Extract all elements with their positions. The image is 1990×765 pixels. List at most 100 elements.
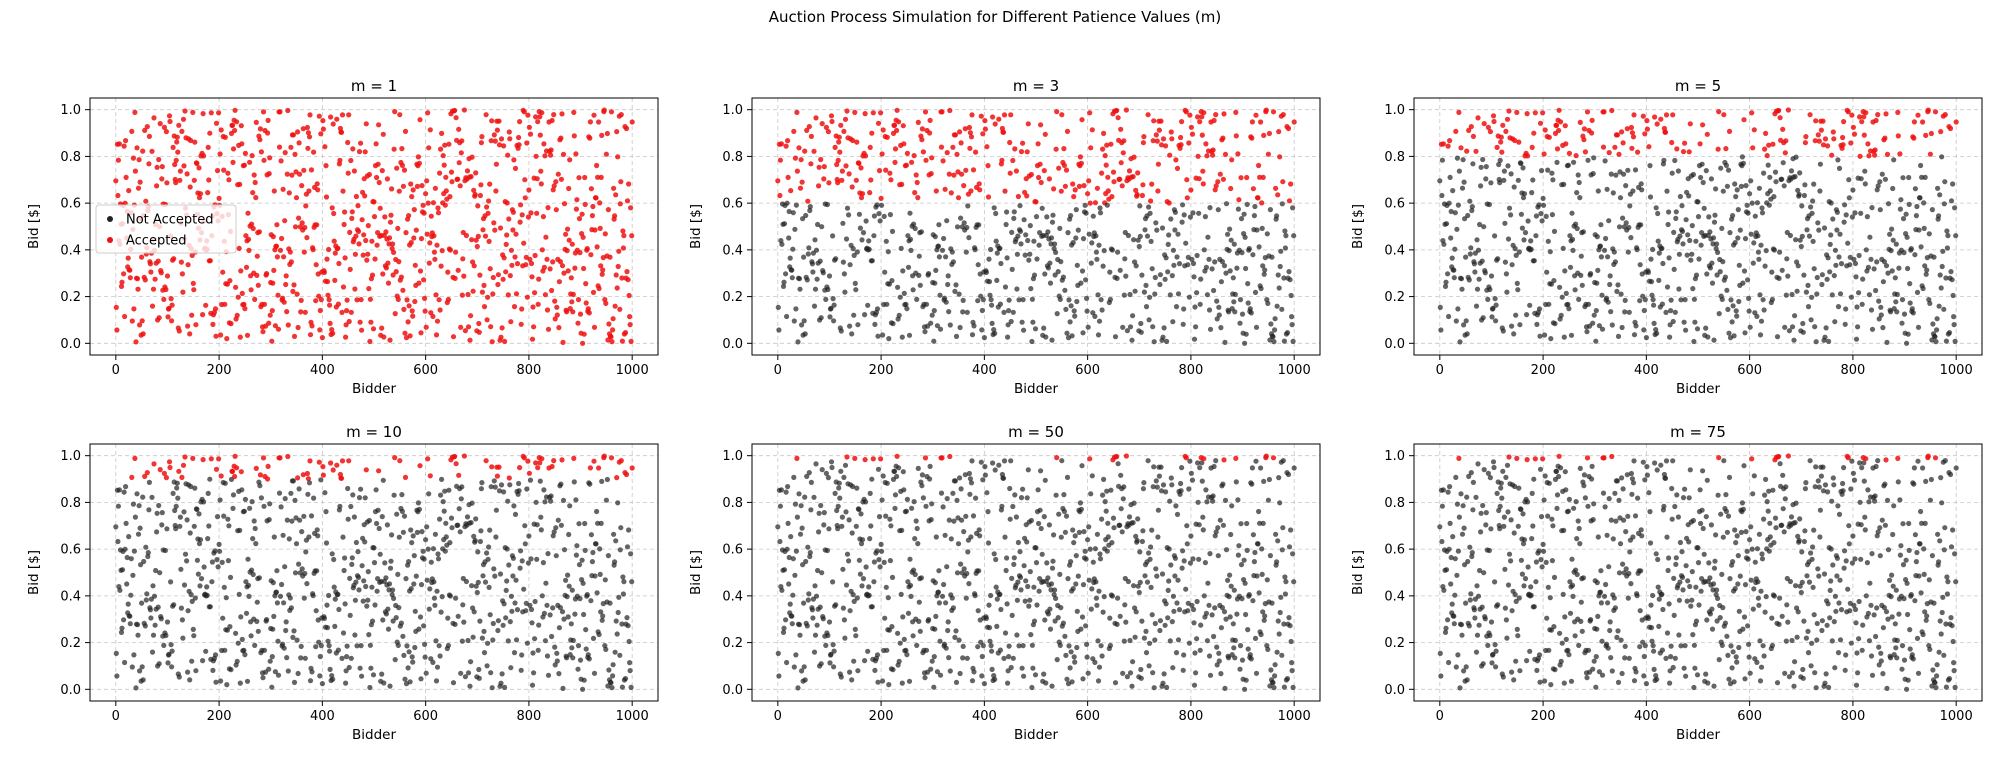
not-accepted-point bbox=[128, 556, 134, 562]
not-accepted-point bbox=[1023, 578, 1029, 584]
not-accepted-point bbox=[1584, 329, 1590, 335]
not-accepted-point bbox=[1098, 297, 1104, 303]
not-accepted-point bbox=[855, 668, 861, 674]
not-accepted-point bbox=[935, 243, 942, 249]
not-accepted-point bbox=[785, 484, 791, 490]
not-accepted-point bbox=[1010, 655, 1016, 661]
not-accepted-point bbox=[560, 497, 567, 503]
not-accepted-point bbox=[477, 538, 483, 545]
not-accepted-point bbox=[219, 559, 225, 566]
accepted-point bbox=[340, 188, 346, 194]
not-accepted-point bbox=[1877, 179, 1883, 185]
not-accepted-point bbox=[133, 685, 139, 691]
not-accepted-point bbox=[997, 591, 1003, 597]
not-accepted-point bbox=[534, 556, 540, 562]
accepted-point bbox=[1822, 136, 1829, 142]
accepted-point bbox=[453, 249, 459, 255]
not-accepted-point bbox=[1017, 574, 1024, 581]
accepted-point bbox=[305, 130, 311, 136]
accepted-point bbox=[1674, 146, 1680, 152]
accepted-point bbox=[1184, 195, 1190, 201]
accepted-point bbox=[408, 240, 414, 246]
accepted-point bbox=[791, 128, 797, 134]
not-accepted-point bbox=[171, 602, 177, 608]
accepted-point bbox=[1141, 134, 1147, 140]
not-accepted-point bbox=[410, 659, 416, 665]
not-accepted-point bbox=[1204, 292, 1210, 298]
accepted-point bbox=[218, 473, 224, 479]
accepted-point bbox=[870, 110, 876, 116]
not-accepted-point bbox=[1695, 214, 1702, 220]
not-accepted-point bbox=[332, 623, 338, 630]
not-accepted-point bbox=[1107, 642, 1113, 649]
not-accepted-point bbox=[1545, 238, 1551, 244]
accepted-point bbox=[260, 109, 267, 115]
not-accepted-point bbox=[1594, 280, 1600, 286]
not-accepted-point bbox=[1551, 278, 1557, 284]
not-accepted-point bbox=[1097, 205, 1103, 211]
not-accepted-point bbox=[1816, 227, 1822, 233]
y-tick-label: 0.0 bbox=[1384, 337, 1405, 352]
accepted-point bbox=[1258, 119, 1264, 125]
not-accepted-point bbox=[204, 584, 210, 590]
not-accepted-point bbox=[1533, 213, 1539, 219]
accepted-point bbox=[367, 296, 373, 302]
not-accepted-point bbox=[896, 312, 902, 318]
accepted-point bbox=[270, 234, 276, 240]
not-accepted-point bbox=[430, 546, 436, 552]
accepted-point bbox=[1275, 192, 1281, 198]
not-accepted-point bbox=[1028, 286, 1034, 292]
not-accepted-point bbox=[1185, 262, 1191, 268]
not-accepted-point bbox=[292, 570, 299, 576]
not-accepted-point bbox=[432, 531, 438, 537]
not-accepted-point bbox=[1036, 520, 1042, 527]
accepted-point bbox=[356, 149, 363, 155]
accepted-point bbox=[395, 225, 401, 231]
not-accepted-point bbox=[367, 684, 373, 691]
not-accepted-point bbox=[1125, 578, 1131, 585]
accepted-point bbox=[579, 211, 585, 217]
not-accepted-point bbox=[191, 633, 197, 639]
not-accepted-point bbox=[1049, 565, 1056, 571]
not-accepted-point bbox=[1561, 334, 1567, 340]
not-accepted-point bbox=[1086, 231, 1092, 237]
not-accepted-point bbox=[415, 500, 421, 506]
not-accepted-point bbox=[311, 495, 317, 501]
accepted-point bbox=[406, 213, 412, 219]
not-accepted-point bbox=[449, 525, 455, 531]
not-accepted-point bbox=[427, 586, 433, 592]
not-accepted-point bbox=[1831, 273, 1837, 279]
accepted-point bbox=[381, 334, 387, 340]
not-accepted-point bbox=[484, 550, 490, 556]
accepted-point bbox=[1183, 455, 1189, 461]
not-accepted-point bbox=[982, 472, 989, 478]
accepted-point bbox=[473, 237, 479, 243]
not-accepted-point bbox=[919, 483, 925, 489]
not-accepted-point bbox=[255, 628, 261, 634]
not-accepted-point bbox=[1561, 181, 1567, 187]
accepted-point bbox=[356, 241, 362, 247]
accepted-point bbox=[880, 127, 886, 133]
not-accepted-point bbox=[926, 617, 932, 623]
accepted-point bbox=[331, 238, 337, 244]
not-accepted-point bbox=[1049, 337, 1055, 343]
not-accepted-point bbox=[1268, 321, 1274, 327]
not-accepted-point bbox=[627, 668, 633, 674]
accepted-point bbox=[228, 321, 234, 327]
not-accepted-point bbox=[1144, 579, 1151, 585]
not-accepted-point bbox=[446, 487, 452, 493]
not-accepted-point bbox=[145, 550, 151, 556]
not-accepted-point bbox=[512, 511, 519, 517]
not-accepted-point bbox=[1741, 268, 1748, 274]
not-accepted-point bbox=[613, 538, 619, 544]
not-accepted-point bbox=[537, 478, 543, 484]
accepted-point bbox=[458, 324, 464, 330]
accepted-point bbox=[1562, 123, 1568, 129]
accepted-point bbox=[1115, 115, 1121, 121]
not-accepted-point bbox=[1546, 301, 1552, 307]
not-accepted-point bbox=[1550, 177, 1556, 183]
not-accepted-point bbox=[1109, 247, 1115, 253]
not-accepted-point bbox=[113, 650, 119, 657]
not-accepted-point bbox=[1276, 285, 1282, 291]
accepted-point bbox=[1850, 124, 1856, 130]
